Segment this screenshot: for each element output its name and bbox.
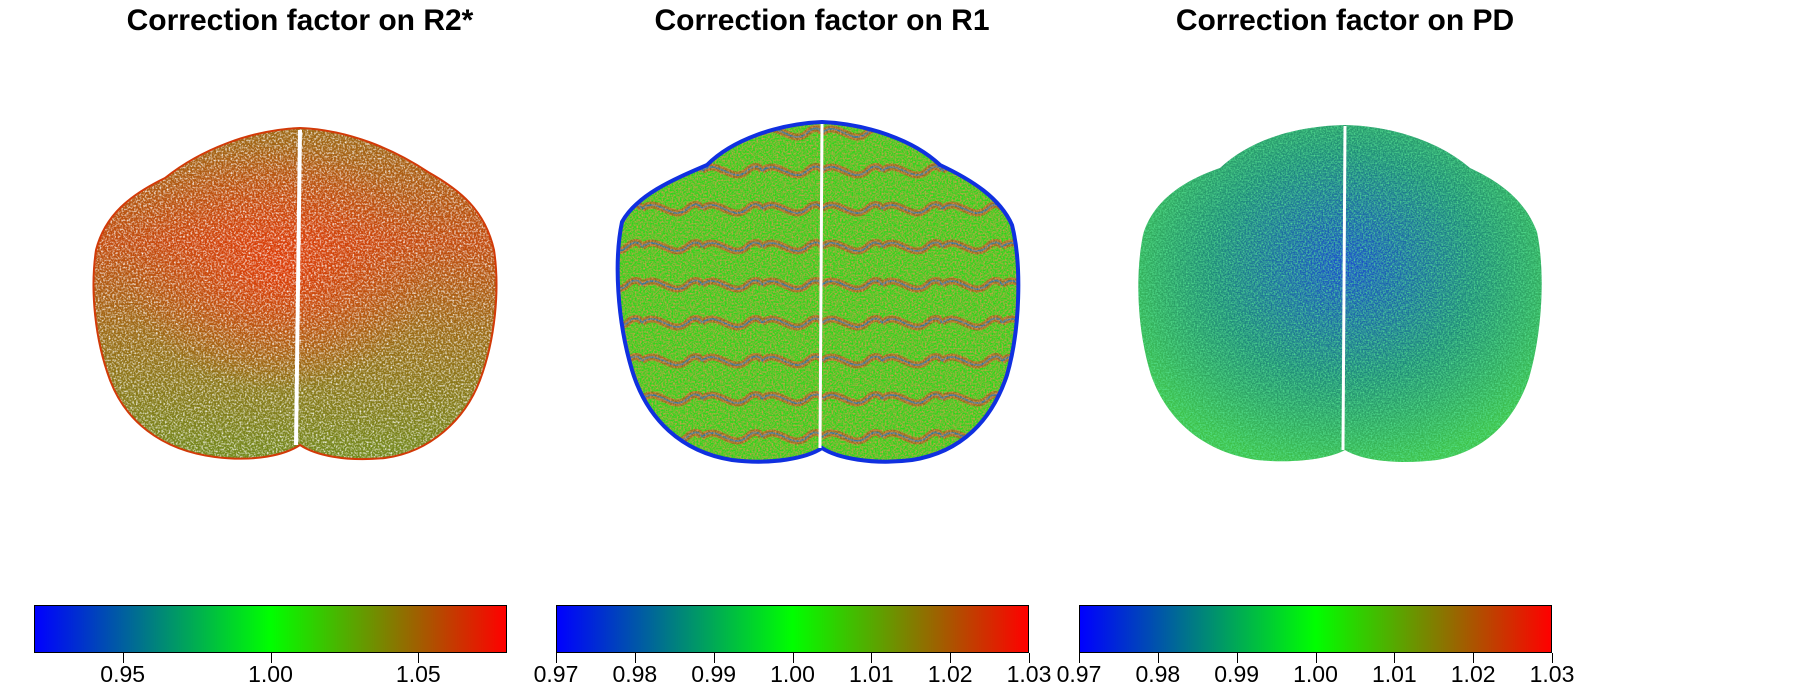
colorbar-tick-mark (270, 653, 272, 663)
colorbar-tick-label: 1.03 (1006, 661, 1052, 687)
colorbar-tick-label: 0.98 (1135, 661, 1181, 687)
colorbar-tick-label: 0.99 (1214, 661, 1260, 687)
colorbar-tick-label: 1.01 (848, 661, 894, 687)
colorbar-tick-label: 1.05 (395, 661, 441, 687)
panel-pd: Correction factor on PD 0.97 0.98 0.99 1.00… (1045, 0, 1645, 700)
brain-map-r1 (615, 119, 1021, 464)
panel-r1: Correction factor on R1 0.97 0.98 0.99 1.00… (522, 0, 1122, 700)
colorbar-tick-label: 1.02 (927, 661, 973, 687)
colorbar-tick-mark (1473, 653, 1475, 663)
colorbar-tick-mark (122, 653, 124, 663)
colorbar-tick-mark (792, 653, 794, 663)
colorbar-tick-mark (871, 653, 873, 663)
colorbar-tick-mark (713, 653, 715, 663)
colorbar-tick-mark (1157, 653, 1159, 663)
colorbar-tick-label: 1.00 (1293, 661, 1338, 687)
colorbar-tick-label: 0.97 (533, 661, 579, 687)
colorbar (1079, 605, 1552, 653)
colorbar-tick-mark (418, 653, 420, 663)
colorbar-tick-mark (1236, 653, 1238, 663)
colorbar (34, 605, 507, 653)
colorbar (556, 605, 1029, 653)
panel-r2star: Correction factor on R2* (0, 0, 600, 700)
colorbar-tick-label: 1.03 (1529, 661, 1575, 687)
brain-map-r2star (92, 126, 498, 461)
colorbar-tick-label: 0.95 (100, 661, 146, 687)
panel-title: Correction factor on R2* (126, 4, 474, 37)
colorbar-tick-mark (634, 653, 636, 663)
colorbar-tick-label: 0.98 (612, 661, 658, 687)
colorbar-tick-label: 1.00 (770, 661, 815, 687)
colorbar-tick-mark (950, 653, 952, 663)
colorbar-tick-label: 1.01 (1371, 661, 1417, 687)
colorbar-tick-mark (1315, 653, 1317, 663)
panel-title: Correction factor on PD (1175, 4, 1515, 37)
colorbar-tick-mark (1394, 653, 1396, 663)
colorbar-tick-mark (556, 653, 557, 663)
colorbar-tick-label: 0.99 (691, 661, 737, 687)
colorbar-tick-label: 0.97 (1056, 661, 1102, 687)
brain-map-pd (1138, 125, 1542, 462)
colorbar-tick-label: 1.00 (248, 661, 293, 687)
colorbar-tick-mark (1552, 653, 1553, 663)
panel-title: Correction factor on R1 (654, 4, 990, 37)
colorbar-tick-mark (1079, 653, 1080, 663)
colorbar-tick-label: 1.02 (1450, 661, 1496, 687)
colorbar-tick-mark (1029, 653, 1030, 663)
